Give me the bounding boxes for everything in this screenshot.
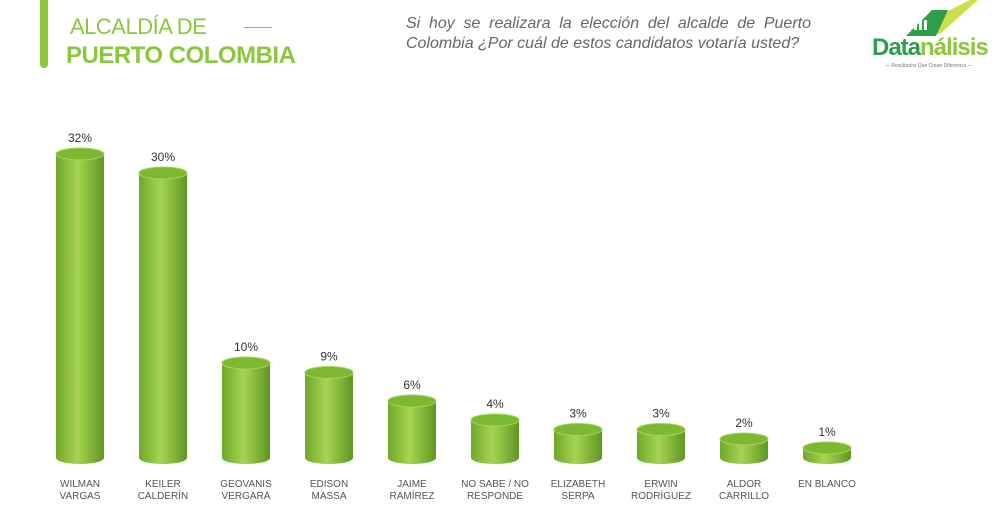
category-label: EN BLANCO <box>798 479 856 490</box>
bar <box>720 439 768 464</box>
category-label: ERWIN RODRÍGUEZ <box>631 479 691 502</box>
category-label: ELIZABETH SERPA <box>550 479 606 502</box>
survey-question: Si hoy se realizara la elección del alca… <box>406 15 811 52</box>
bar <box>222 363 270 464</box>
bar <box>139 173 187 464</box>
category-label: JAIME RAMÍREZ <box>389 479 435 502</box>
bar <box>637 429 685 464</box>
data-label: 3% <box>569 407 587 421</box>
title-rule <box>244 27 272 28</box>
bar-top <box>802 441 852 455</box>
bar <box>388 401 436 464</box>
bar <box>554 429 602 464</box>
category-label: KEILER CALDERÍN <box>137 479 189 502</box>
bar-top <box>470 413 520 427</box>
logo-tagline: — Resultados Que Crean Diferencia — <box>885 63 973 69</box>
data-label: 30% <box>151 150 175 164</box>
category-label: EDISON MASSA <box>309 479 349 502</box>
bar <box>56 154 104 464</box>
data-label: 4% <box>486 397 504 411</box>
data-label: 10% <box>234 340 258 354</box>
bar-top <box>55 147 105 161</box>
bar <box>305 372 353 464</box>
title-line1: ALCALDÍA DE <box>70 14 207 39</box>
category-label: ALDOR CARRILLO <box>718 479 769 502</box>
data-label: 6% <box>403 378 421 392</box>
bar-top <box>719 432 769 446</box>
data-label: 2% <box>735 416 753 430</box>
data-label: 3% <box>652 407 670 421</box>
category-label: WILMAN VARGAS <box>59 479 101 502</box>
bar-top <box>387 394 437 408</box>
data-label: 9% <box>320 350 338 364</box>
bar-top <box>553 423 603 436</box>
accent-bar <box>40 0 48 68</box>
bar-top <box>221 356 271 370</box>
bar-top <box>138 166 188 180</box>
data-label: 1% <box>818 425 836 439</box>
logo-text: Datanálisis <box>872 34 989 61</box>
bar <box>471 420 519 464</box>
bar-top <box>304 366 354 379</box>
category-label: NO SABE / NO RESPONDE <box>461 479 529 502</box>
category-label: GEOVANIS VERGARA <box>220 479 272 502</box>
bar-top <box>636 423 686 436</box>
title-line2: PUERTO COLOMBIA <box>66 42 296 69</box>
logo-icon <box>906 0 978 36</box>
data-label: 32% <box>68 131 92 145</box>
